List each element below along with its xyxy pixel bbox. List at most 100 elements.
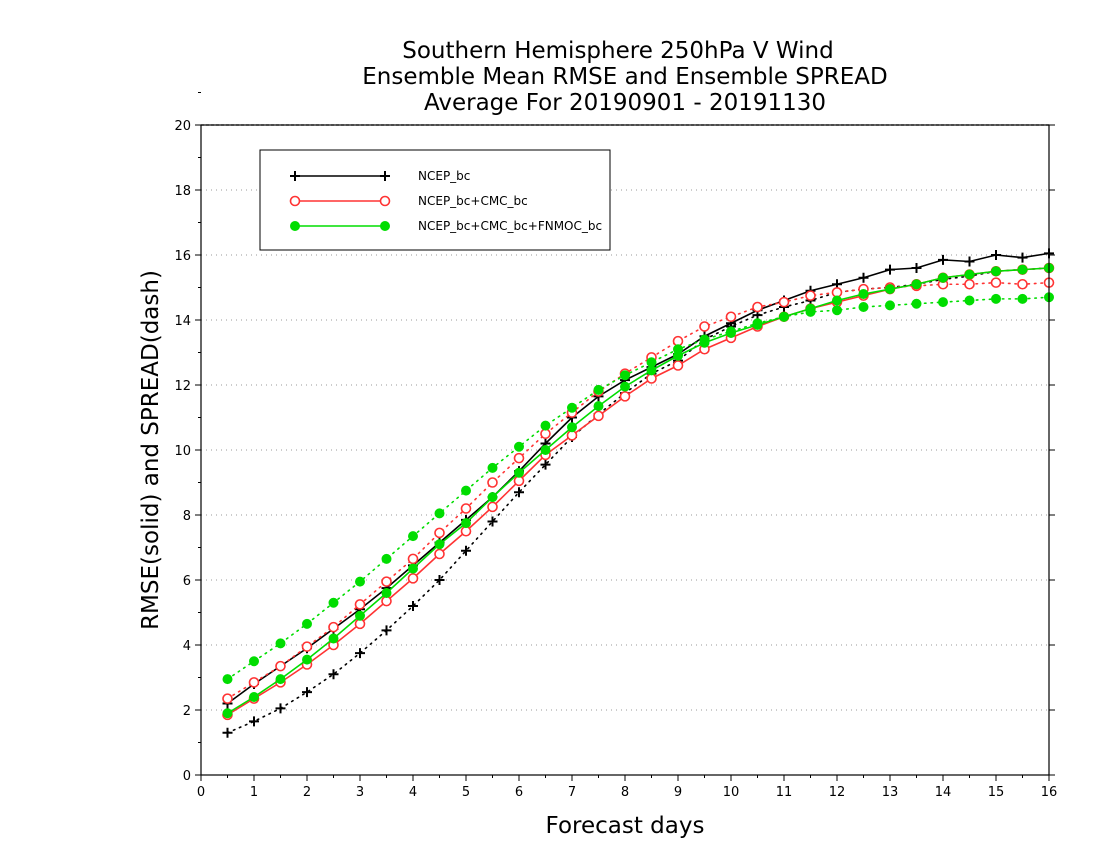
x-tick-label: 7 (568, 785, 576, 800)
series-2-spread-point (434, 508, 445, 519)
series-2-spread-point (487, 462, 498, 473)
series-2-spread-point (249, 656, 259, 667)
legend-marker-right (379, 195, 391, 207)
series-0-rmse-point (858, 272, 869, 283)
series-2-spread-point (885, 300, 895, 311)
legend-marker-right (380, 221, 390, 231)
y-tick-label: 14 (174, 314, 191, 329)
chart-title-line-3: Average For 20190901 - 20191130 (424, 90, 826, 116)
series-1-spread-point (407, 553, 419, 565)
series-1-spread-point (248, 677, 260, 688)
x-tick-label: 12 (829, 785, 846, 800)
series-2-rmse-point (222, 708, 233, 719)
series-0-spread-point (249, 716, 259, 727)
series-0-rmse-point (1017, 252, 1028, 263)
series-0-spread-point (328, 669, 339, 680)
series-2-rmse-point (514, 467, 524, 478)
chart-title: Southern Hemisphere 250hPa V Wind Ensemb… (362, 38, 887, 116)
legend-label: NCEP_bc+CMC_bc+FNMOC_bc (418, 219, 602, 233)
series-0-spread-point (487, 516, 498, 527)
chart-title-line-2: Ensemble Mean RMSE and Ensemble SPREAD (362, 64, 887, 90)
series-2-rmse-point (487, 492, 498, 503)
series-2-rmse-point (938, 272, 948, 283)
x-tick-label: 0 (197, 785, 205, 800)
series-2-rmse-point (699, 337, 710, 348)
series-2-rmse-point (249, 692, 259, 702)
y-tick-label: 2 (183, 704, 191, 719)
series-1-spread-point (301, 641, 313, 652)
series-2-spread-point (911, 298, 922, 309)
x-tick-label: 9 (674, 785, 682, 800)
series-2-spread-line (226, 296, 1050, 680)
series-1-spread-point (805, 290, 816, 301)
series-2-rmse-point (1017, 264, 1028, 275)
series-0-spread-point (381, 625, 392, 636)
series-2-spread-point (302, 618, 312, 629)
y-tick-label: 8 (183, 509, 191, 524)
legend-box (259, 149, 611, 251)
series-1-spread-point (725, 311, 737, 323)
series-0-spread-line (226, 267, 1050, 734)
series-0-rmse-line (227, 252, 1050, 705)
series-layer (222, 248, 1055, 738)
series-0-rmse-point (911, 263, 922, 273)
series-2-rmse-point (593, 401, 604, 412)
series-0-rmse-point (938, 254, 948, 265)
series-2-rmse-point (885, 284, 895, 295)
series-1-spread-point (275, 660, 286, 672)
series-0 (222, 248, 1054, 738)
legend: NCEP_bc NCEP_bc+CMC_bc NCEP_bc+CMC_bc+FNMO… (259, 149, 611, 251)
series-2-spread-point (328, 597, 339, 608)
chart-title-line-1: Southern Hemisphere 250hPa V Wind (402, 38, 833, 64)
series-2-spread-point (381, 553, 392, 564)
series-2-spread-point (991, 293, 1001, 304)
series-1-spread-point (990, 277, 1002, 288)
x-tick-label: 13 (882, 785, 899, 800)
series-0-rmse-point (964, 256, 975, 267)
series-2-spread-point (620, 370, 630, 381)
series-0-spread-point (434, 575, 445, 585)
series-1-spread-point (778, 296, 790, 308)
y-tick-label: 20 (174, 119, 191, 134)
series-2-rmse-point (911, 279, 922, 290)
series-2-rmse-point (752, 319, 763, 330)
series-1-spread-point (434, 527, 445, 539)
series-2-spread-point (222, 674, 233, 685)
series-2-spread-point (938, 297, 948, 308)
series-2-rmse-point (381, 588, 392, 598)
x-tick-label: 10 (723, 785, 740, 800)
series-0-spread-point (355, 648, 365, 659)
series-1-spread-point (964, 278, 975, 290)
series-2-rmse-line (227, 267, 1050, 714)
series-2-rmse-point (540, 445, 551, 455)
series-2-rmse-point (461, 518, 471, 529)
x-tick-label: 5 (462, 785, 470, 800)
series-0-spread-point (275, 703, 286, 714)
series-0-spread-point (302, 687, 312, 698)
legend-marker-left (290, 221, 300, 231)
legend-marker-right (380, 171, 390, 181)
x-tick-label: 15 (988, 785, 1005, 800)
series-1-rmse-point (407, 573, 419, 584)
y-tick-label: 16 (174, 249, 191, 264)
series-2-rmse-point (646, 365, 657, 376)
series-2-spread-point (1017, 293, 1028, 304)
y-axis-ticks: 0 2 4 6 8 10 12 14 16 18 20 (174, 92, 1055, 784)
series-2-rmse-point (779, 311, 789, 322)
x-tick-label: 6 (515, 785, 523, 800)
series-2-rmse-point (275, 674, 286, 685)
y-tick-label: 10 (174, 444, 191, 459)
series-2-spread-point (593, 384, 604, 395)
series-2-rmse-point (434, 539, 445, 550)
legend-marker-left (289, 195, 301, 207)
series-2-rmse-point (328, 633, 339, 644)
series-0-spread-point (408, 601, 418, 611)
series-1-rmse-point (434, 548, 445, 560)
x-axis-label: Forecast days (546, 813, 705, 839)
series-1-spread-point (460, 503, 472, 514)
series-2-rmse-point (858, 289, 869, 299)
series-1-spread-point (699, 321, 710, 332)
series-2-spread-point (275, 638, 286, 649)
series-0-spread-point (540, 459, 551, 470)
